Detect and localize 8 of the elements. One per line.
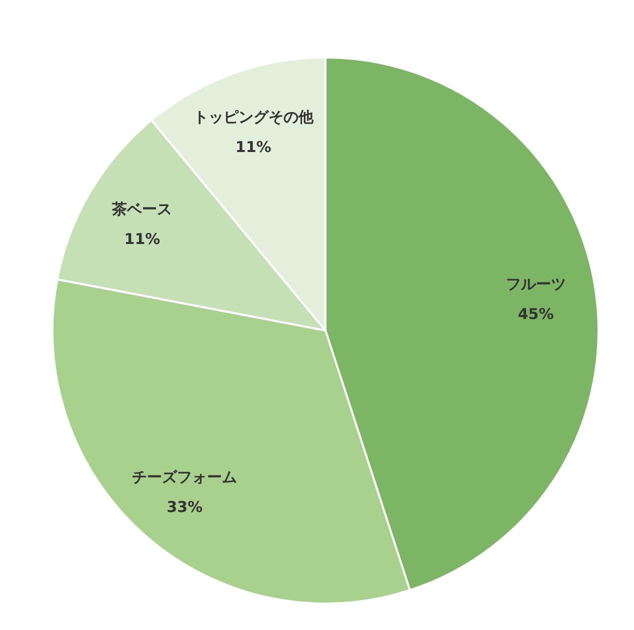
slice-label: チーズフォーム — [132, 468, 238, 486]
slice-label: トッピングその他 — [193, 108, 314, 126]
data-label: 11% — [235, 138, 272, 156]
data-label: 11% — [124, 230, 160, 248]
slice-label: 茶ベース — [111, 200, 172, 218]
data-label: 45% — [518, 305, 554, 324]
data-label: 33% — [166, 498, 203, 516]
slice-label: フルーツ — [506, 275, 566, 294]
